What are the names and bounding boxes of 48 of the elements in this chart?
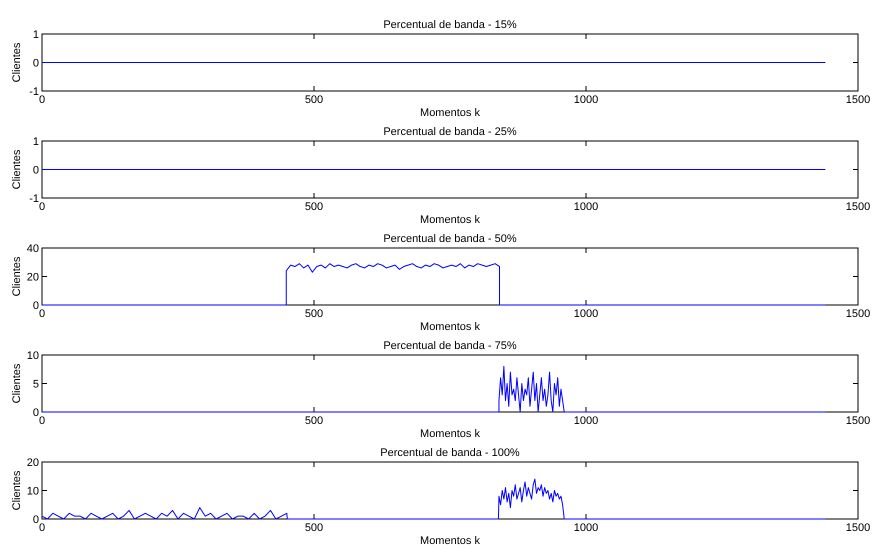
x-tick-label: 1000 [574,308,598,320]
y-tick-label: 1 [32,29,39,41]
line-series [42,263,826,306]
x-tick-label: 1500 [846,522,870,534]
y-tick-label: 0 [32,514,39,526]
y-tick-label: 20 [26,457,39,469]
y-tick-label: 10 [26,350,39,362]
y-tick-label: 1 [32,136,39,148]
line-series [42,366,826,412]
x-tick-label: 500 [304,415,324,427]
x-tick-label: 1000 [574,201,598,213]
y-axis-title: Clientes [11,256,23,296]
y-tick-label: -1 [29,193,39,205]
x-tick-label: 500 [304,308,324,320]
y-tick-label: 10 [26,486,39,498]
x-axis-title: Momentos k [420,428,480,440]
chart-title: Percentual de banda - 75% [383,340,517,352]
y-tick-label: 5 [32,378,39,390]
x-tick-label: 1000 [574,522,598,534]
x-axis-title: Momentos k [420,535,480,547]
y-tick-label: 0 [32,300,39,312]
x-tick-label: 1500 [846,415,870,427]
y-axis-title: Clientes [11,42,23,82]
chart-title: Percentual de banda - 50% [383,233,517,245]
chart-title: Percentual de banda - 15% [383,19,517,31]
chart-title: Percentual de banda - 100% [380,447,520,459]
y-axis-title: Clientes [11,470,23,510]
y-axis-title: Clientes [11,149,23,190]
x-axis-title: Momentos k [420,321,480,333]
y-tick-label: 40 [26,243,39,255]
y-tick-label: -1 [29,86,39,98]
x-tick-label: 500 [304,94,324,106]
x-tick-label: 1500 [846,94,870,106]
line-series [42,478,826,520]
x-tick-label: 500 [304,522,324,534]
y-tick-label: 0 [32,407,39,419]
x-axis-title: Momentos k [420,214,480,226]
chart-title: Percentual de banda - 25% [383,126,517,138]
x-tick-label: 1000 [574,415,598,427]
y-tick-label: 0 [32,164,39,176]
x-tick-label: 1500 [846,201,870,213]
x-axis-title: Momentos k [420,107,480,119]
x-tick-label: 1000 [574,94,598,106]
y-tick-label: 0 [32,58,39,70]
x-tick-label: 500 [304,201,324,213]
y-axis-title: Clientes [11,363,23,404]
x-tick-label: 1500 [846,308,870,320]
y-tick-label: 20 [26,272,39,284]
